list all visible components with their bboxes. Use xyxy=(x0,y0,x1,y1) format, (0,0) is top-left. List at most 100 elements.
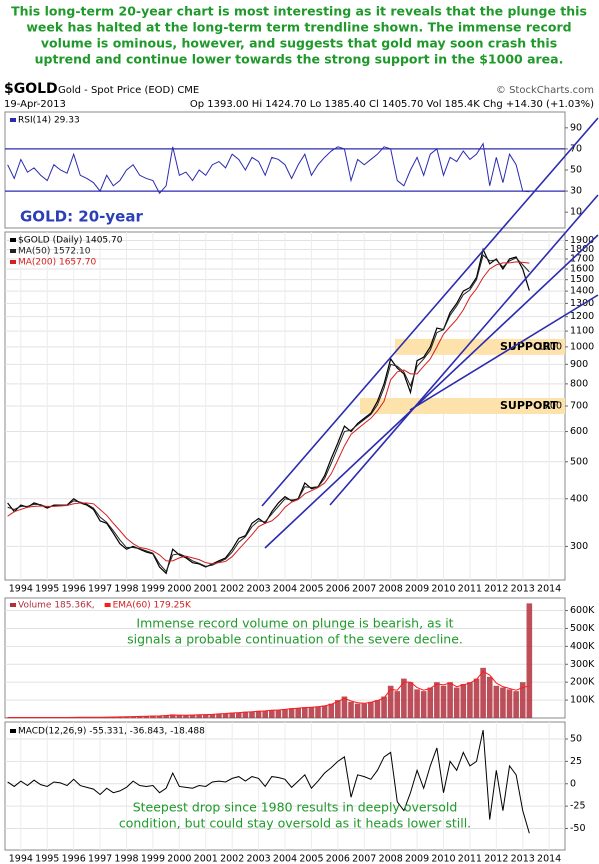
x-tick-label: 2004 xyxy=(273,854,297,864)
volume-bar xyxy=(262,710,268,718)
legend-swatch xyxy=(104,603,111,607)
x-tick-label: 2009 xyxy=(405,854,429,864)
support-label: SUPPORT xyxy=(500,399,558,412)
legend-label: $GOLD (Daily) 1405.70 xyxy=(18,236,123,246)
volume-bar xyxy=(341,696,348,718)
volume-bar xyxy=(268,709,275,718)
x-tick-label: 2000 xyxy=(167,854,191,864)
legend-swatch xyxy=(10,118,16,122)
y-tick-label: 300K xyxy=(570,659,595,670)
volume-bar xyxy=(123,716,130,718)
plot-area xyxy=(7,729,530,834)
x-tick-label: 2007 xyxy=(352,854,376,864)
plot-area xyxy=(5,603,533,718)
legend-swatch xyxy=(10,238,16,242)
volume-bar xyxy=(394,691,401,718)
volume-bar xyxy=(315,706,321,718)
x-tick-label: 2010 xyxy=(431,854,455,864)
volume-bar xyxy=(427,687,434,718)
volume-bar xyxy=(202,714,209,718)
volume-bar xyxy=(189,714,196,718)
note-line: This long-term 20-year chart is most int… xyxy=(11,4,587,19)
trendline xyxy=(261,117,599,507)
support-label: SUPPORT xyxy=(500,340,558,353)
y-tick-label: 70 xyxy=(570,143,582,154)
series-line xyxy=(7,254,530,573)
x-tick-label: 1996 xyxy=(62,854,86,864)
legend-label: MA(50) 1572.10 xyxy=(18,247,91,257)
volume-bar xyxy=(143,716,150,718)
y-tick-label: -25 xyxy=(570,801,586,812)
trendline xyxy=(264,234,599,549)
volume-bar xyxy=(381,696,387,718)
volume-bar xyxy=(183,715,189,718)
y-tick-label: 90 xyxy=(570,122,582,133)
x-tick-label: 2001 xyxy=(194,854,218,864)
x-tick-label: 2006 xyxy=(326,854,350,864)
volume-bar xyxy=(348,701,354,718)
volume-bar xyxy=(176,715,183,718)
source: © StockCharts.com xyxy=(496,85,594,96)
legend-label: MACD(12,26,9) -55.331, -36.843, -18.488 xyxy=(18,727,205,737)
x-tick-label: 2000 xyxy=(167,584,191,595)
volume-bar xyxy=(321,705,328,718)
volume-bar xyxy=(420,691,427,718)
y-tick-label: 30 xyxy=(570,186,582,197)
volume-bar xyxy=(473,678,480,718)
date: 19-Apr-2013 xyxy=(4,99,66,110)
x-tick-label: 2014 xyxy=(537,584,561,595)
x-tick-label: 2006 xyxy=(326,584,350,595)
volume-bar xyxy=(136,716,143,718)
volume-bar xyxy=(117,716,123,718)
x-tick-label: 2010 xyxy=(431,584,455,595)
x-tick-label: 1998 xyxy=(114,854,138,864)
y-tick-label: 600 xyxy=(570,426,588,437)
y-tick-label: 500 xyxy=(570,456,588,467)
volume-bar xyxy=(361,703,368,718)
x-tick-label: 2008 xyxy=(379,584,403,595)
series-line xyxy=(7,670,530,718)
annotation: condition, but could stay oversold as it… xyxy=(119,816,471,831)
y-tick-label: 1900 xyxy=(570,235,594,246)
x-tick-label: 1999 xyxy=(141,854,165,864)
volume-bar xyxy=(235,712,242,718)
trendlines xyxy=(261,117,599,549)
legend-label: Volume 185.36K, xyxy=(18,601,95,611)
volume-bar xyxy=(242,711,249,718)
volume-bar xyxy=(308,707,315,718)
y-tick-label: -50 xyxy=(570,823,586,834)
note-line: volume is ominous, however, and suggests… xyxy=(41,36,557,51)
y-tick-label: 1000 xyxy=(570,341,594,352)
x-tick-label: 2005 xyxy=(299,854,323,864)
volume-bar xyxy=(447,682,453,718)
volume-bar xyxy=(282,709,288,718)
plot-area xyxy=(7,142,530,195)
volume-bar xyxy=(414,689,420,718)
x-tick-label: 2002 xyxy=(220,584,244,595)
x-tick-label: 1995 xyxy=(35,854,59,864)
header: This long-term 20-year chart is most int… xyxy=(4,4,594,111)
legend-swatch xyxy=(10,260,16,264)
volume-bar xyxy=(354,703,361,718)
volume-bar xyxy=(486,676,493,718)
y-tick-label: 800 xyxy=(570,378,588,389)
annotation: Immense record volume on plunge is beari… xyxy=(136,616,453,631)
volume-bar xyxy=(506,689,513,718)
volume-bar xyxy=(467,682,473,718)
y-tick-label: 1100 xyxy=(570,326,594,337)
x-tick-label: 2003 xyxy=(246,584,270,595)
symbol: $GOLD xyxy=(4,81,58,97)
y-tick-label: 25 xyxy=(570,756,582,767)
y-tick-label: 200K xyxy=(570,677,595,688)
series-line xyxy=(7,261,530,565)
y-tick-label: 1300 xyxy=(570,298,594,309)
y-tick-label: 300 xyxy=(570,541,588,552)
y-tick-label: 10 xyxy=(570,207,582,218)
description: Gold - Spot Price (EOD) CME xyxy=(58,85,199,96)
x-tick-label: 1995 xyxy=(35,584,59,595)
x-tick-label: 1994 xyxy=(9,584,33,595)
panel-frame xyxy=(4,111,566,229)
volume-bar xyxy=(229,712,235,718)
volume-bar xyxy=(526,603,533,718)
